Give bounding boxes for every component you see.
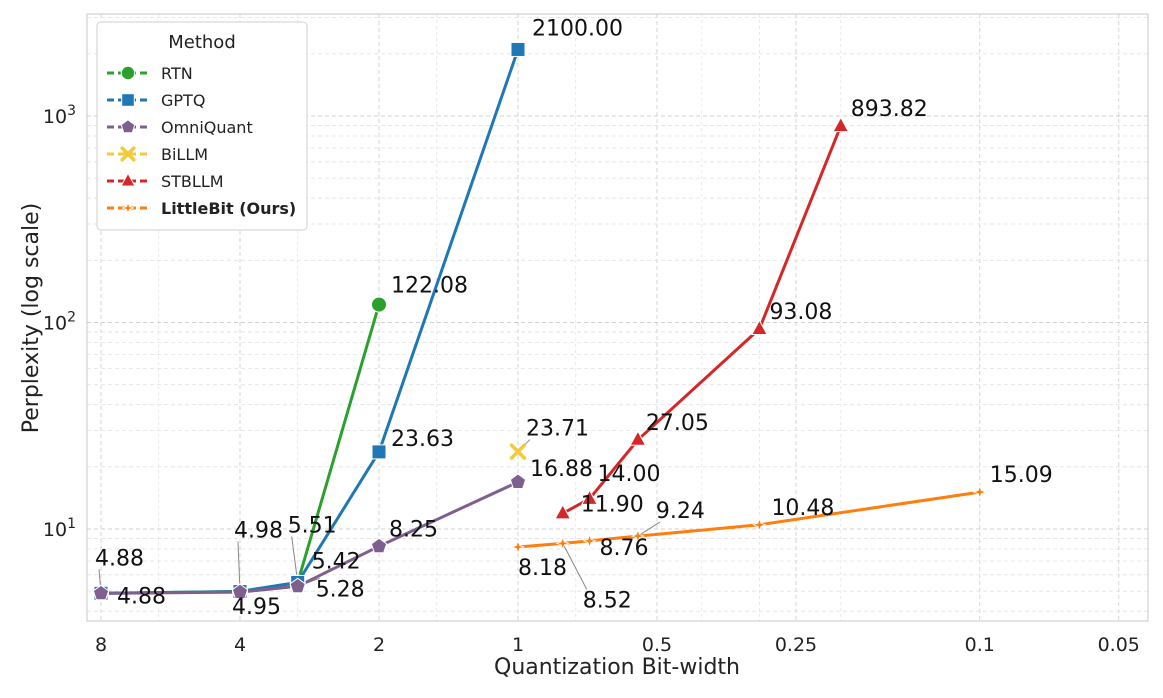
data-label: 14.00 [598,462,661,487]
stbllm-point [832,116,850,133]
legend-label: GPTQ [161,91,205,110]
data-label: 15.09 [990,463,1053,488]
omniquant-point [509,473,527,489]
littlebit-ours-point [510,539,526,555]
data-label: 122.08 [391,274,468,299]
legend-marker [120,65,136,81]
stbllm-point [750,319,768,335]
stbllm-point [629,430,647,446]
omniquant-point [289,577,306,594]
y-axis-label: Perplexity (log scale) [19,203,44,433]
data-labels: 122.08 4.88 4.98 5.51 23.63 2100.00 4.88 4.95 5.… [95,16,1053,620]
data-label: 11.90 [581,492,644,517]
x-axis-label: Quantization Bit-width [494,655,740,680]
legend-box [96,21,308,231]
legend-item-gptq: GPTQ [107,91,205,110]
y-axis-ticks: 101 102 103 [43,103,76,541]
x-tick-label: 0.5 [642,634,672,656]
y-tick-label: 103 [43,103,76,128]
legend-label: LittleBit (Ours) [161,199,296,218]
data-label: 893.82 [851,97,928,122]
data-label: 93.08 [769,300,832,325]
omniquant-point [92,584,110,601]
series-markers [92,41,987,602]
littlebit-ours-point [555,536,570,551]
legend-item-omniquant: OmniQuant [107,118,253,137]
legend-label: BiLLM [161,145,208,164]
x-tick-label: 4 [234,634,246,656]
data-label: 23.63 [391,427,454,452]
legend-label: OmniQuant [161,118,253,137]
gptq-point [510,41,526,57]
legend-marker [120,146,136,162]
x-tick-label: 8 [95,634,107,656]
x-tick-label: 0.05 [1098,634,1140,656]
data-label: 5.42 [312,549,361,574]
leader-line [562,543,588,590]
data-label: 16.88 [530,457,593,482]
legend-item-littlebit-ours: LittleBit (Ours) [107,199,296,218]
littlebit-ours-point [972,484,987,500]
legend-marker [121,93,135,107]
data-label: 2100.00 [532,16,623,41]
rtn-point [371,296,387,313]
legend-marker [121,201,135,215]
leader-line [237,541,241,592]
x-tick-label: 1 [512,634,524,656]
legend: Method RTN GPTQ OmniQuant BiLLM STBLLM Little… [96,21,308,231]
x-tick-label: 2 [373,634,385,656]
billm-point [509,443,527,460]
data-label: 10.48 [771,496,834,521]
legend-label: STBLLM [161,172,224,191]
omniquant-point [231,583,249,599]
legend-marker [120,119,136,134]
data-label: 4.95 [232,595,281,620]
x-tick-label: 0.25 [775,634,817,656]
data-label: 8.25 [389,517,438,542]
data-label: 5.28 [316,577,365,602]
legend-item-billm: BiLLM [107,145,208,164]
data-label: 8.18 [518,556,567,581]
stbllm-point [554,503,572,520]
data-label: 8.52 [583,588,632,613]
gptq-point [371,444,387,460]
leader-line [637,521,661,537]
y-tick-label: 102 [43,310,76,335]
y-tick-label: 101 [43,516,76,541]
data-label: 5.51 [288,513,337,538]
legend-title: Method [168,32,236,53]
data-label: 4.98 [234,519,283,544]
stbllm-point [581,489,599,505]
data-label: 4.88 [117,584,166,609]
littlebit-ours-line [517,490,980,549]
legend-item-stbllm: STBLLM [107,172,224,191]
x-tick-label: 0.1 [965,634,995,656]
series-lines [100,49,980,595]
data-label: 23.71 [526,417,589,442]
legend-item-rtn: RTN [107,64,193,83]
data-label: 8.76 [600,536,649,561]
data-label: 4.88 [95,546,144,571]
legend-items: RTN GPTQ OmniQuant BiLLM STBLLM LittleBit (Ou… [107,64,296,218]
data-label: 9.24 [656,499,705,524]
data-label: 27.05 [646,411,709,436]
littlebit-ours-point [582,533,597,549]
littlebit-ours-point [752,517,767,533]
littlebit-ours-point [630,528,646,544]
plot-frame [86,13,1149,622]
x-axis-ticks: 8 4 2 1 0.5 0.25 0.1 0.05 [95,634,1140,656]
legend-marker [120,172,136,187]
omniquant-point [370,537,388,554]
legend-label: RTN [161,64,193,83]
